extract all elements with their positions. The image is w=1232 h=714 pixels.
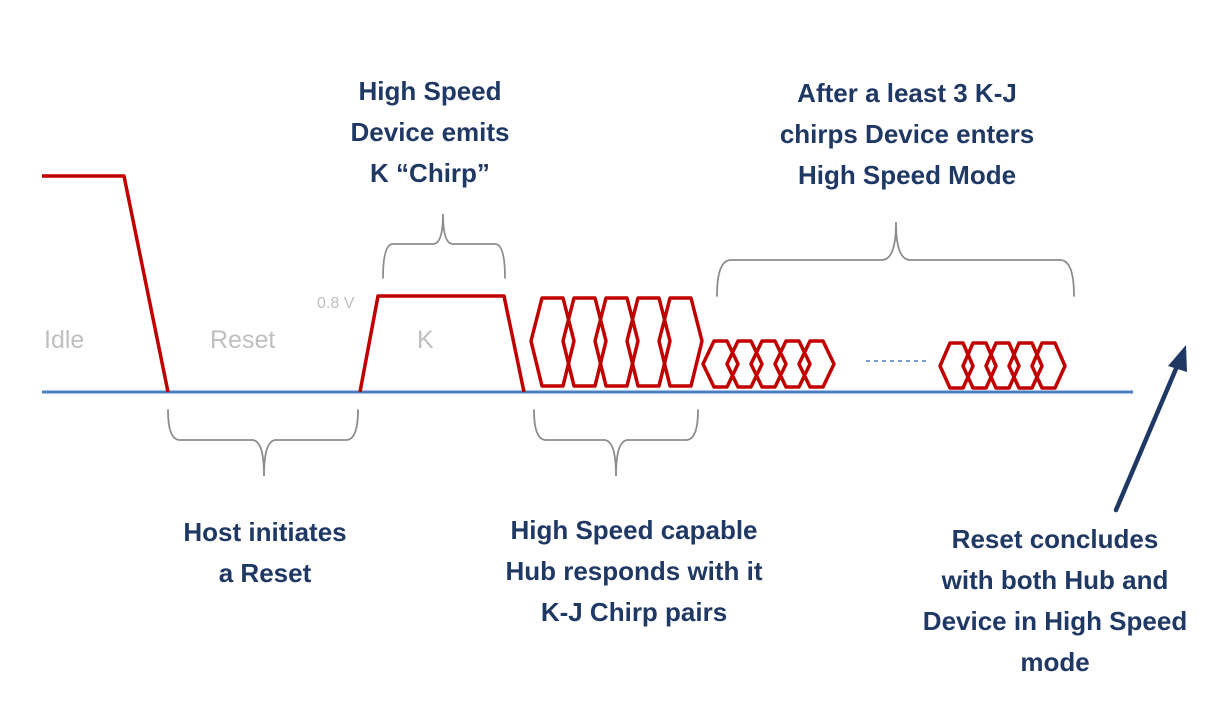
brace-hs-mode <box>716 221 1075 297</box>
chirp-cell <box>701 339 740 389</box>
chirp-cell <box>625 296 672 388</box>
voltage-label: 0.8 V <box>317 295 355 312</box>
region-label-idle: Idle <box>44 326 85 354</box>
arrow-head-icon <box>1168 345 1187 372</box>
braces <box>167 213 1075 477</box>
device-kj-chirps <box>701 339 1067 390</box>
region-label-reset: Reset <box>210 326 276 354</box>
annotation-line: chirps Device enters <box>779 119 1035 149</box>
annotation-line: High Speed <box>358 76 502 106</box>
chirp-cell <box>797 339 836 389</box>
annotation-line: K-J Chirp pairs <box>540 597 728 627</box>
annotation-line: with both Hub and <box>941 565 1169 595</box>
chirp-cell <box>1007 341 1044 390</box>
idle-signal <box>42 174 170 393</box>
annotation-line: Host initiates <box>183 517 347 547</box>
chirp-cell <box>529 296 576 388</box>
annotation-conclusion: Reset concludes with both Hub and Device… <box>900 519 1210 683</box>
annotation-line: mode <box>1020 647 1090 677</box>
brace-hub-chirps <box>533 409 699 477</box>
annotation-line: Hub responds with it <box>505 556 763 586</box>
chirp-cell <box>773 339 812 389</box>
k-chirp-pulse <box>358 294 526 393</box>
annotation-line: High Speed Mode <box>797 160 1017 190</box>
annotation-hub-chirps: High Speed capable Hub responds with it … <box>484 510 784 633</box>
brace-k-chirp <box>382 213 506 279</box>
chirp-cell <box>749 339 788 389</box>
chirp-cell <box>1030 341 1067 390</box>
annotation-line: Device emits <box>350 117 510 147</box>
annotation-line: Device in High Speed <box>922 606 1188 636</box>
chirp-cell <box>961 341 998 390</box>
annotation-k-chirp: High Speed Device emits K “Chirp” <box>330 71 530 194</box>
chirp-cell <box>657 296 704 388</box>
chirp-cell <box>593 296 640 388</box>
annotation-line: K “Chirp” <box>370 158 490 188</box>
chirp-cell <box>938 341 975 390</box>
annotation-host-reset: Host initiates a Reset <box>160 512 370 594</box>
annotation-line: a Reset <box>218 558 312 588</box>
brace-host-reset <box>167 409 359 477</box>
chirp-cell <box>725 339 764 389</box>
chirp-cell <box>984 341 1021 390</box>
hub-kj-chirp-pairs <box>529 296 704 388</box>
region-label-k: K <box>417 326 434 354</box>
annotation-line: Reset concludes <box>951 524 1159 554</box>
chirp-cell <box>561 296 608 388</box>
annotation-line: After a least 3 K-J <box>797 78 1017 108</box>
conclusion-arrow <box>1113 361 1181 513</box>
annotation-hs-mode: After a least 3 K-J chirps Device enters… <box>752 73 1062 196</box>
annotation-line: High Speed capable <box>510 515 758 545</box>
